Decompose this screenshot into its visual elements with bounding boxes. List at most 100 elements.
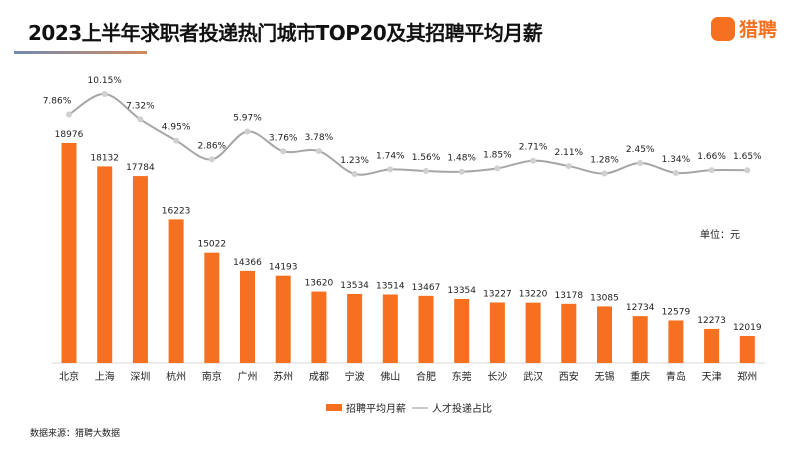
line-marker [66,111,72,118]
line-marker [744,167,751,174]
bar-label: 12019 [733,323,762,333]
bar-东莞 [454,298,470,363]
bar-label: 13534 [340,281,369,291]
line-marker [137,116,144,123]
share-line [68,92,748,176]
x-tick-label: 西安 [559,370,579,383]
x-tick-label: 天津 [702,371,722,383]
line-marker [565,163,572,170]
x-tick-label: 重庆 [630,370,650,383]
line-marker [315,148,322,155]
bar-无锡 [597,306,612,363]
logo: 猎聘 [711,15,777,42]
line-label: 1.23% [340,156,369,166]
line-label: 7.86% [43,96,72,106]
line-label: 1.74% [376,151,405,161]
bar-label: 18976 [55,130,84,140]
line-label: 1.28% [590,156,619,166]
bar-天津 [704,328,720,363]
line-marker [280,148,287,155]
line-marker [672,169,679,176]
line-label: 2.45% [626,145,655,155]
x-tick-label: 上海 [95,370,115,383]
bar-label: 12734 [626,303,655,313]
line-label: 1.34% [662,155,691,165]
x-tick-label: 郑州 [737,370,757,383]
line-label: 2.86% [198,141,227,151]
x-tick-label: 苏州 [273,370,293,383]
line-label: 2.71% [519,143,548,153]
line-label: 1.66% [697,152,726,162]
line-label: 1.85% [483,150,512,160]
x-tick-label: 广州 [238,371,258,383]
bar-label: 13220 [519,290,548,300]
source-note: 数据来源：猎聘大数据 [30,429,121,439]
line-marker [637,160,644,167]
bar-label: 12579 [662,307,691,317]
bar-上海 [97,166,113,363]
x-tick-label: 青岛 [666,370,686,383]
line-marker [601,170,608,177]
bar-广州 [240,270,255,363]
bar-label: 13620 [305,279,334,289]
line-label: 7.32% [126,101,155,111]
line-label: 2.11% [555,148,584,158]
x-tick-label: 武汉 [523,370,543,383]
logo-icon [711,16,735,41]
x-tick-label: 杭州 [166,370,186,383]
x-tick-label: 长沙 [487,371,507,383]
legend-bar-label: 招聘平均月薪 [346,404,406,415]
bar-杭州 [168,219,184,363]
bar-郑州 [739,335,755,363]
bar-苏州 [275,275,291,363]
line-marker [173,137,180,144]
bar-label: 18132 [90,153,119,163]
x-tick-label: 深圳 [130,371,150,383]
line-marker [530,157,537,164]
x-tick-label: 无锡 [595,370,615,383]
x-tick-label: 北京 [59,370,79,383]
bar-合肥 [418,295,434,363]
line-label: 1.48% [447,154,476,164]
bar-label: 13085 [590,293,619,303]
x-tick-label: 佛山 [380,370,400,383]
bar-label: 14366 [233,258,262,268]
bar-label: 14193 [269,263,298,273]
line-label: 5.97% [233,113,262,123]
bar-label: 12273 [697,316,726,326]
bar-label: 13178 [554,291,583,301]
line-label: 1.56% [412,153,441,163]
bar-长沙 [489,302,505,363]
line-marker [423,168,429,175]
x-tick-label: 东莞 [452,370,472,383]
x-tick-label: 宁波 [345,370,365,383]
line-marker [101,90,108,97]
bar-佛山 [382,294,398,363]
line-label: 3.78% [305,133,334,143]
title-underline [14,51,147,54]
line-marker [244,128,251,135]
bar-宁波 [347,293,363,363]
line-marker [208,156,215,163]
bar-label: 16223 [162,206,191,216]
bar-深圳 [132,176,148,363]
legend-bar-swatch [326,404,342,411]
bar-重庆 [632,316,648,363]
line-label: 10.15% [88,76,123,86]
bar-label: 13514 [376,282,405,292]
line-label: 3.76% [269,133,298,143]
bar-南京 [204,252,220,363]
line-marker [494,165,501,172]
line-label: 1.65% [733,152,762,162]
logo-text: 猎聘 [739,19,778,41]
bar-武汉 [525,302,541,363]
line-marker [387,166,394,173]
line-label: 4.95% [162,123,191,133]
bar-label: 13227 [483,289,512,299]
bar-label: 17784 [126,163,155,173]
legend-line-label: 人才投递占比 [432,404,492,415]
bar-北京 [61,143,77,363]
legend: 招聘平均月薪 人才投递占比 [326,400,492,415]
bar-label: 13354 [447,286,476,296]
